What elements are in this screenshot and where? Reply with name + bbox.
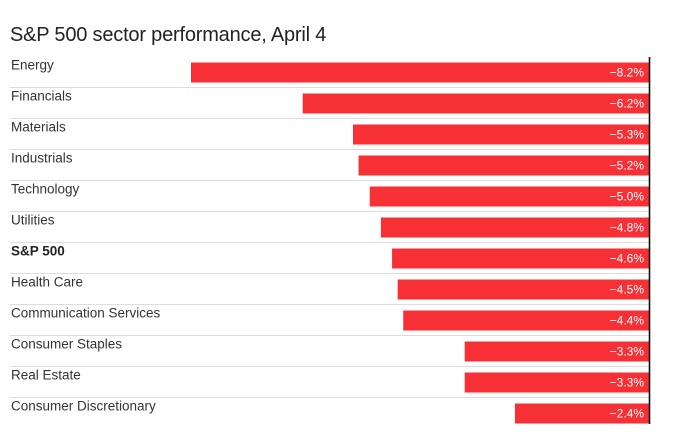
bar-health-care bbox=[397, 279, 649, 300]
category-label-consumer-discretionary: Consumer Discretionary bbox=[11, 399, 156, 414]
category-label-utilities: Utilities bbox=[11, 213, 55, 228]
bar-industrials bbox=[358, 155, 649, 176]
value-label-consumer-discretionary: −2.4% bbox=[610, 407, 645, 421]
category-label-materials: Materials bbox=[11, 120, 66, 135]
bar-materials bbox=[352, 124, 649, 145]
value-label-energy: −8.2% bbox=[610, 66, 645, 80]
category-label-sandp-500: S&P 500 bbox=[11, 244, 65, 259]
category-label-industrials: Industrials bbox=[11, 151, 73, 166]
value-label-materials: −5.3% bbox=[610, 128, 645, 142]
value-label-real-estate: −3.3% bbox=[610, 376, 645, 390]
bar-energy bbox=[191, 62, 649, 83]
bar-consumer-staples bbox=[464, 341, 649, 362]
category-label-technology: Technology bbox=[11, 182, 80, 197]
bar-technology bbox=[369, 186, 649, 207]
category-label-health-care: Health Care bbox=[11, 275, 83, 290]
value-label-technology: −5.0% bbox=[610, 190, 645, 204]
bar-communication-services bbox=[403, 310, 649, 331]
bar-utilities bbox=[380, 217, 649, 238]
bar-sandp-500 bbox=[392, 248, 649, 269]
category-label-real-estate: Real Estate bbox=[11, 368, 81, 383]
chart-title: S&P 500 sector performance, April 4 bbox=[10, 24, 327, 46]
category-label-communication-services: Communication Services bbox=[11, 306, 161, 321]
value-label-health-care: −4.5% bbox=[610, 283, 645, 297]
value-label-consumer-staples: −3.3% bbox=[610, 345, 645, 359]
bar-financials bbox=[302, 93, 649, 114]
category-label-energy: Energy bbox=[11, 58, 54, 73]
value-label-industrials: −5.2% bbox=[610, 159, 645, 173]
category-label-financials: Financials bbox=[11, 89, 72, 104]
value-label-financials: −6.2% bbox=[610, 97, 645, 111]
bar-real-estate bbox=[464, 372, 649, 393]
bar-consumer-discretionary bbox=[514, 403, 649, 424]
category-label-consumer-staples: Consumer Staples bbox=[11, 337, 122, 352]
value-label-sandp-500: −4.6% bbox=[610, 252, 645, 266]
value-label-communication-services: −4.4% bbox=[610, 314, 645, 328]
value-label-utilities: −4.8% bbox=[610, 221, 645, 235]
